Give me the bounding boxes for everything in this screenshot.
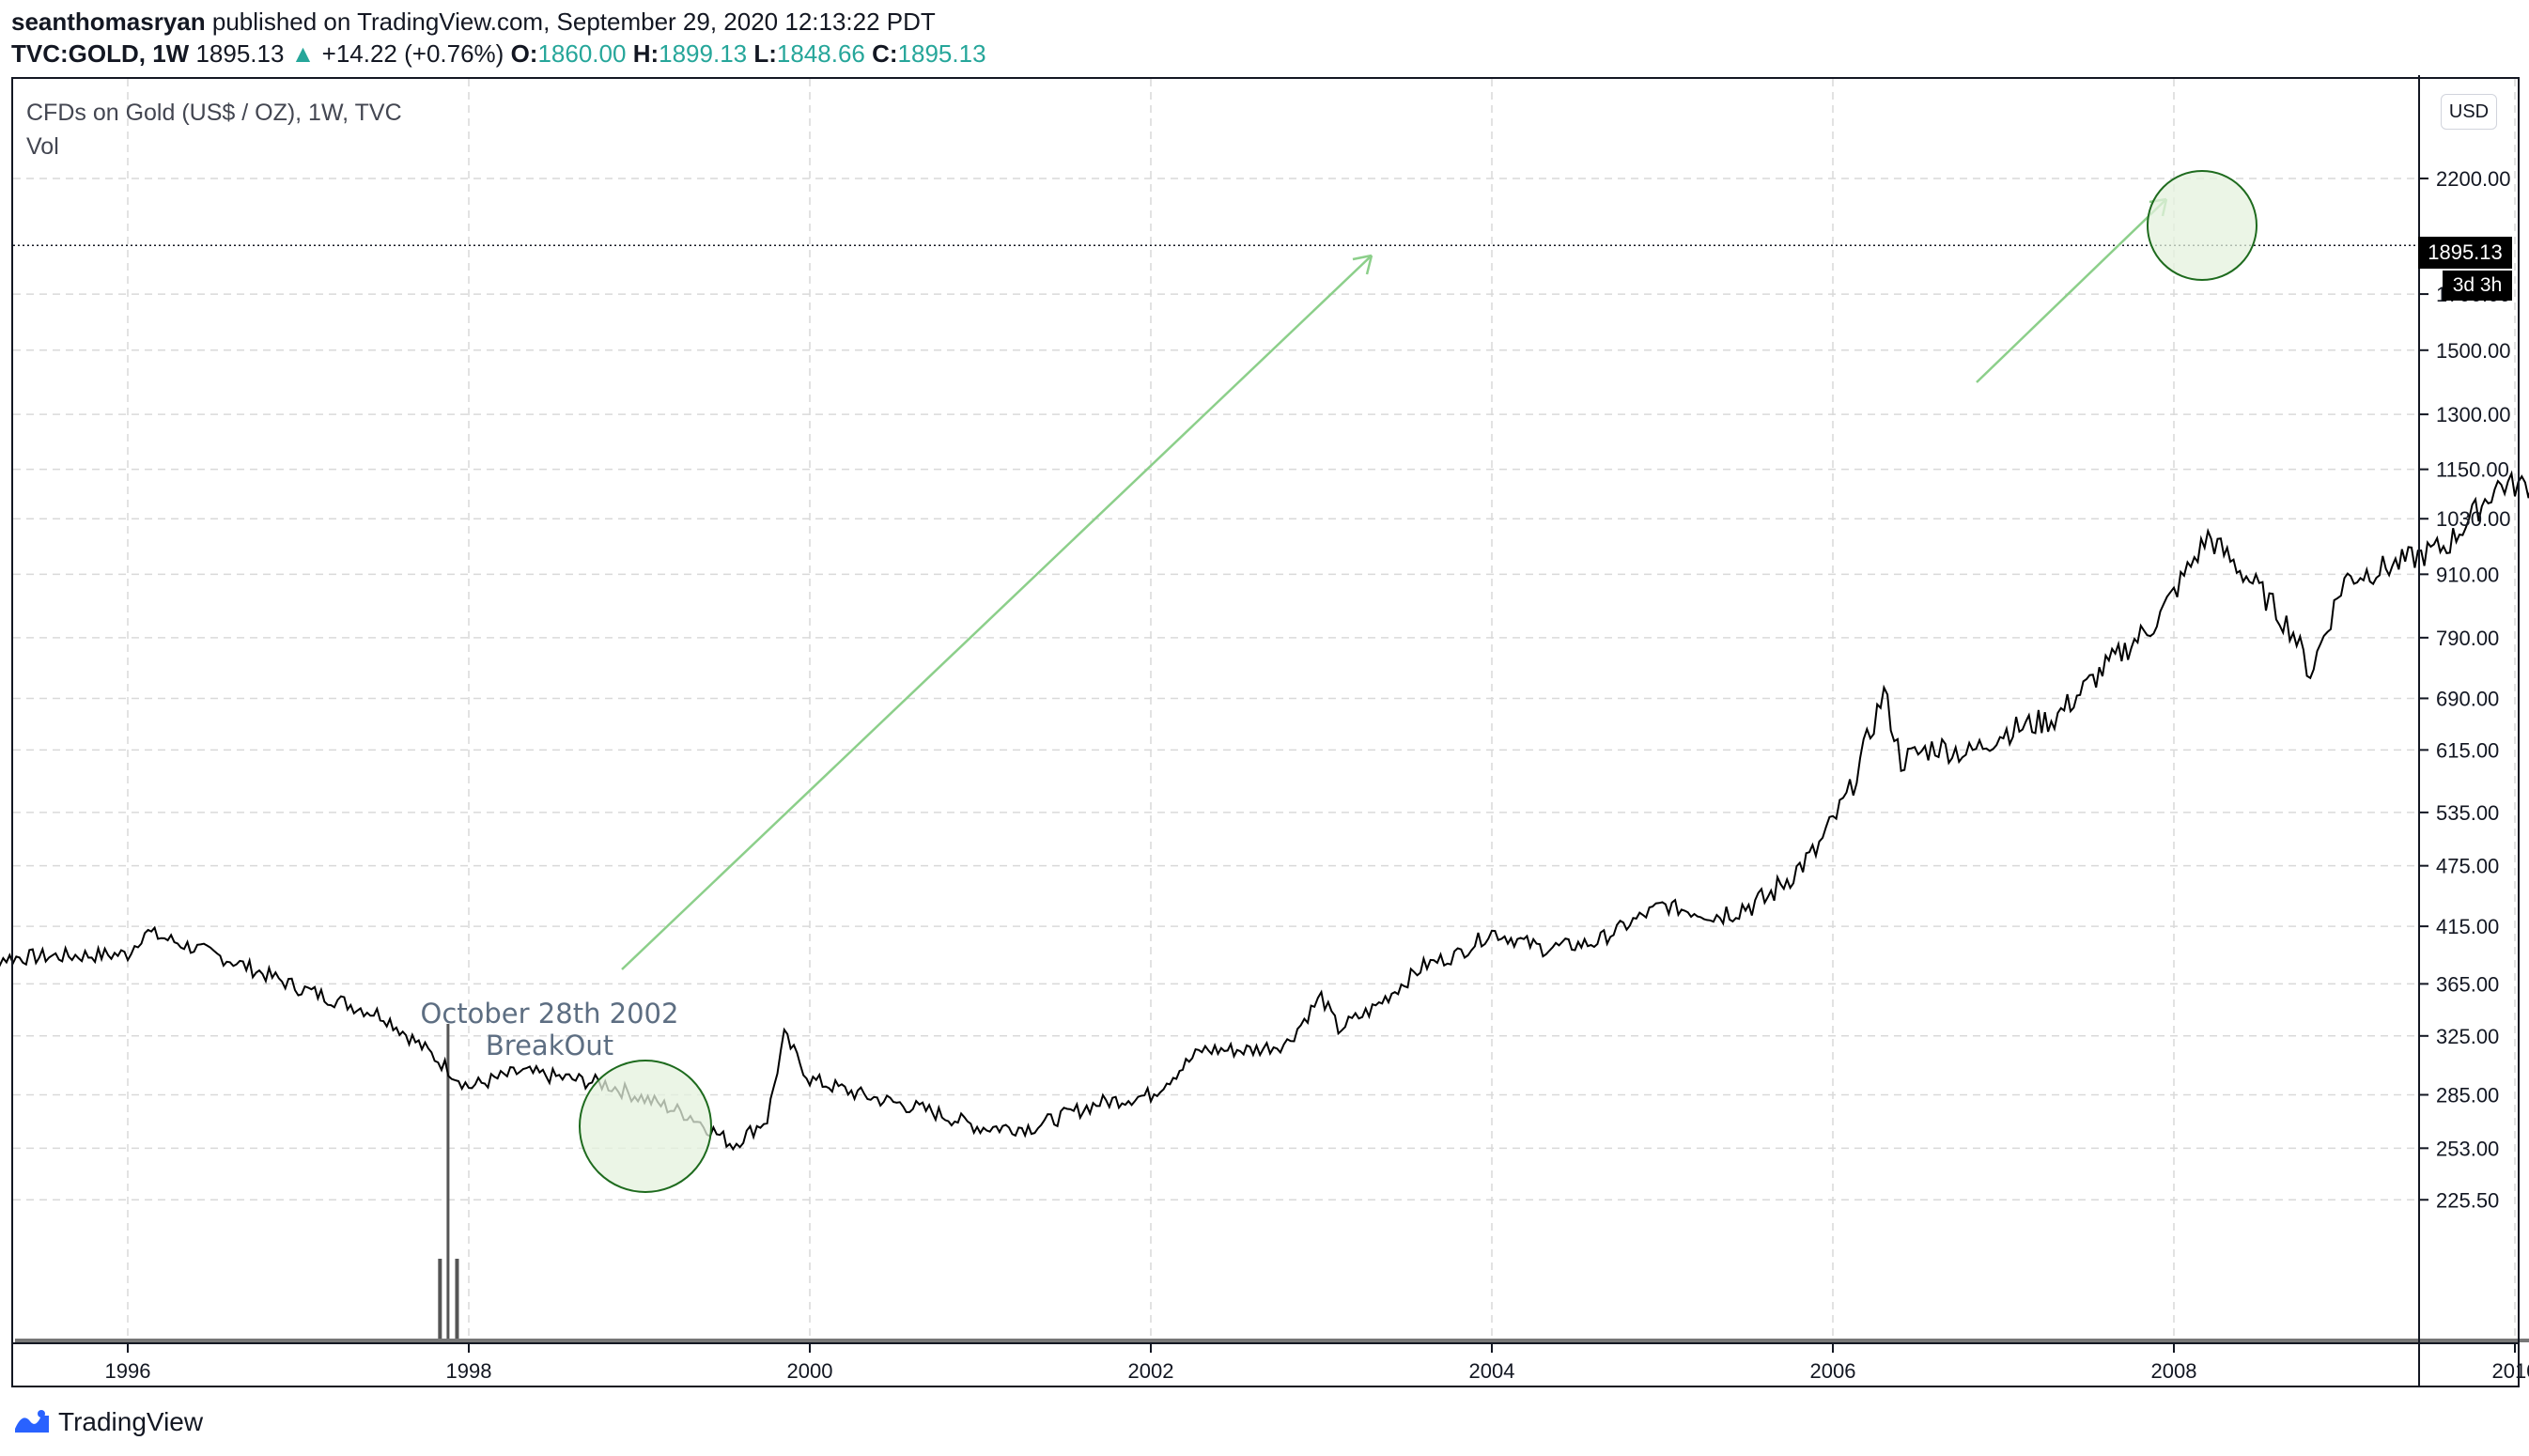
breakout-circle [579, 1060, 712, 1193]
published-text: published on TradingView.com, September … [205, 8, 936, 36]
price-chart[interactable]: 225.50 253.00 285.00 325.00 365.00 415.00 475.… [0, 75, 2529, 1390]
symbol-label: TVC:GOLD, 1W [11, 39, 190, 68]
breakout-annotation[interactable]: October 28th 2002 BreakOut [413, 998, 686, 1061]
y-tick-label: 225.50 [2436, 1188, 2499, 1212]
close-label: C: [872, 39, 898, 68]
brand-footer[interactable]: TradingView [13, 1407, 203, 1437]
y-tick-label: 790.00 [2436, 627, 2499, 650]
legend-volume[interactable]: Vol [26, 133, 59, 160]
author-name[interactable]: seanthomasryan [11, 8, 206, 36]
x-tick-label: 1998 [446, 1359, 492, 1383]
y-tick-label: 1030.00 [2436, 507, 2511, 531]
high-value: 1899.13 [659, 39, 748, 68]
low-value: 1848.66 [776, 39, 865, 68]
x-tick-label: 2010 [2492, 1359, 2529, 1383]
chart-grid [13, 79, 2516, 1343]
volume-bars [15, 1024, 2529, 1342]
y-tick-label: 1500.00 [2436, 339, 2511, 363]
x-tick-label: 2000 [787, 1359, 833, 1383]
y-tick-label: 365.00 [2436, 972, 2499, 996]
y-tick-label: 475.00 [2436, 855, 2499, 878]
y-tick-label: 253.00 [2436, 1137, 2499, 1160]
y-tick-label: 1300.00 [2436, 403, 2511, 426]
chart-header: seanthomasryan published on TradingView.… [11, 6, 986, 70]
close-value: 1895.13 [897, 39, 986, 68]
volume-bar [438, 1259, 442, 1341]
y-tick-label: 325.00 [2436, 1025, 2499, 1048]
bar-countdown-tag: 3d 3h [2443, 271, 2512, 301]
y-tick-label: 2200.00 [2436, 167, 2511, 191]
recent-high-circle [2147, 170, 2257, 281]
annotation-line-2: BreakOut [485, 1030, 614, 1061]
time-axis: 1996199820002002200420062008201020122014… [13, 1342, 2529, 1383]
y-tick-label: 615.00 [2436, 738, 2499, 762]
trend-arrow-2 [1976, 198, 2167, 383]
y-tick-label: 535.00 [2436, 801, 2499, 825]
y-tick-label: 285.00 [2436, 1083, 2499, 1107]
change-arrow-icon: ▲ [290, 39, 316, 68]
ohlc-line: TVC:GOLD, 1W 1895.13 ▲ +14.22 (+0.76%) O… [11, 38, 986, 70]
x-tick-label: 2006 [1810, 1359, 1856, 1383]
x-tick-label: 1996 [105, 1359, 151, 1383]
last-price: 1895.13 [195, 39, 285, 68]
trend-arrowhead-1 [1352, 254, 1373, 275]
volume-baseline-bars [15, 1339, 2529, 1342]
publish-line: seanthomasryan published on TradingView.… [11, 6, 986, 38]
open-value: 1860.00 [537, 39, 627, 68]
high-label: H: [632, 39, 659, 68]
y-tick-label: 690.00 [2436, 687, 2499, 710]
low-label: L: [753, 39, 777, 68]
trend-arrow-1 [621, 255, 1373, 970]
x-tick-label: 2004 [1469, 1359, 1515, 1383]
currency-button[interactable]: USD [2441, 94, 2497, 130]
x-tick-label: 2002 [1128, 1359, 1174, 1383]
chart-drawings [579, 170, 2257, 1193]
price-line [0, 470, 2529, 1152]
open-label: O: [510, 39, 538, 68]
legend-title[interactable]: CFDs on Gold (US$ / OZ), 1W, TVC [26, 100, 402, 126]
price-axis: 225.50 253.00 285.00 325.00 365.00 415.00 475.… [2418, 75, 2511, 1386]
chart-legend: CFDs on Gold (US$ / OZ), 1W, TVC Vol [26, 96, 402, 163]
y-tick-label: 415.00 [2436, 915, 2499, 938]
annotation-line-1: October 28th 2002 [420, 998, 679, 1030]
price-change: +14.22 (+0.76%) [321, 39, 504, 68]
x-tick-label: 2008 [2151, 1359, 2197, 1383]
y-tick-label: 910.00 [2436, 563, 2499, 586]
tradingview-logo-icon [15, 1410, 49, 1433]
current-price-tag: 1895.13 [2418, 237, 2512, 269]
brand-name: TradingView [58, 1407, 204, 1436]
volume-bar [446, 1024, 450, 1341]
volume-bar [455, 1259, 459, 1341]
y-tick-label: 1150.00 [2436, 458, 2509, 482]
